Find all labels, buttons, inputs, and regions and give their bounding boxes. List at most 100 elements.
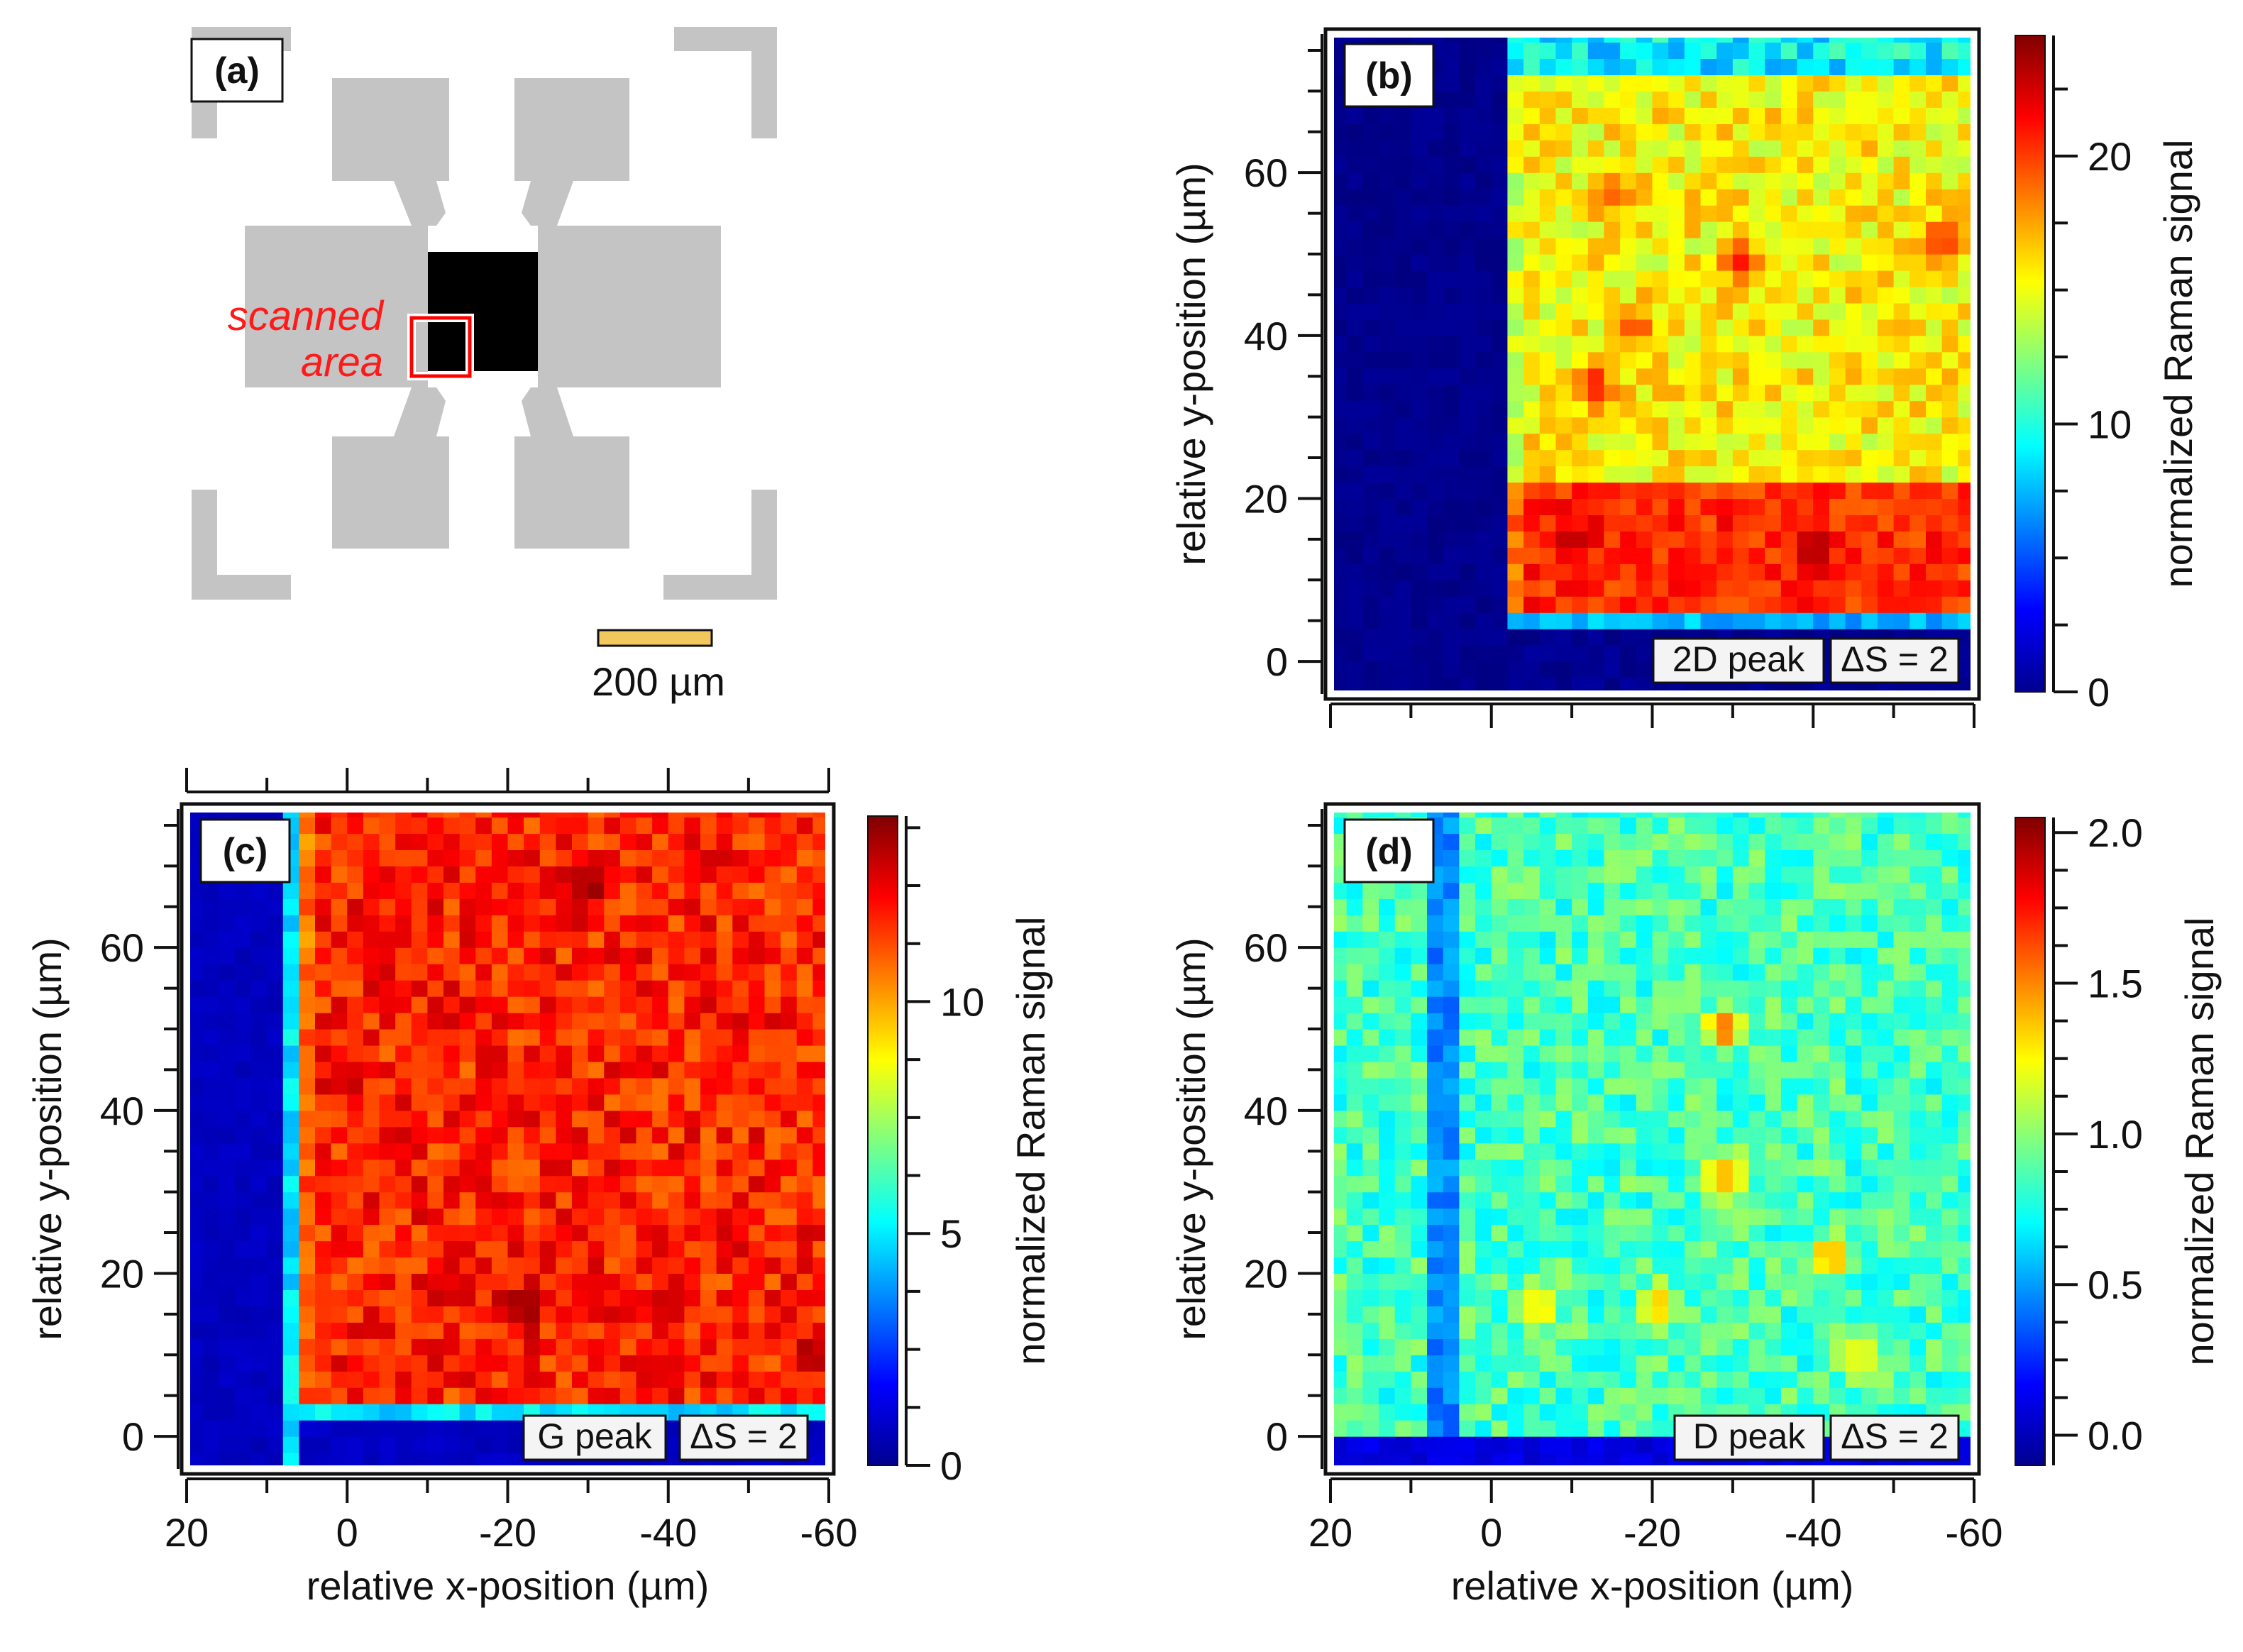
heatmap-cell: [652, 915, 669, 932]
heatmap-cell: [507, 1257, 524, 1274]
heatmap-cell: [619, 817, 637, 835]
heatmap-cell: [604, 931, 621, 948]
heatmap-cell: [331, 1371, 348, 1388]
heatmap-cell: [1555, 678, 1572, 695]
heatmap-cell: [411, 1404, 428, 1421]
heatmap-cell: [1700, 1289, 1717, 1306]
heatmap-cell: [1684, 449, 1702, 467]
heatmap-cell: [1765, 75, 1782, 92]
heatmap-cell: [668, 1289, 685, 1306]
heatmap-cell: [1379, 351, 1396, 369]
heatmap-cell: [1716, 514, 1734, 532]
heatmap-cell: [1523, 400, 1541, 418]
heatmap-cell: [668, 980, 685, 997]
heatmap-cell: [1427, 1387, 1444, 1404]
heatmap-cell: [1716, 1029, 1734, 1046]
heatmap-cell: [1958, 238, 1975, 255]
heatmap-cell: [539, 1013, 556, 1030]
heatmap-cell: [1813, 140, 1830, 157]
heatmap-cell: [1829, 351, 1846, 369]
heatmap-cell: [475, 1126, 492, 1144]
heatmap-cell: [282, 1208, 299, 1226]
heatmap-cell: [1700, 1355, 1717, 1372]
heatmap-cell: [1523, 866, 1541, 883]
heatmap-cell: [1732, 964, 1750, 981]
heatmap-cell: [1475, 996, 1492, 1013]
heatmap-cell: [1748, 482, 1765, 500]
heatmap-cell: [1748, 205, 1765, 222]
heatmap-cell: [1732, 254, 1750, 271]
heatmap-cell: [1587, 849, 1605, 866]
heatmap-cell: [1362, 1045, 1379, 1062]
heatmap-cell: [219, 947, 236, 964]
heatmap-cell: [1652, 1094, 1669, 1111]
heatmap-cell: [1346, 1029, 1363, 1046]
heatmap-cell: [1636, 1420, 1653, 1437]
heatmap-cell: [395, 898, 412, 915]
y-tick-label: 20: [1244, 476, 1288, 521]
heatmap-cell: [1491, 661, 1509, 678]
heatmap-cell: [1716, 1142, 1734, 1160]
heatmap-cell: [234, 1159, 252, 1177]
heatmap-cell: [1716, 1224, 1734, 1242]
heatmap-cell: [1652, 107, 1669, 124]
heatmap-cell: [1604, 1029, 1621, 1046]
heatmap-cell: [1443, 1077, 1460, 1095]
heatmap-cell: [1491, 1029, 1509, 1046]
heatmap-cell: [1459, 335, 1476, 353]
heatmap-cell: [1716, 580, 1734, 597]
heatmap-cell: [1491, 1273, 1509, 1291]
heatmap-cell: [427, 931, 444, 948]
heatmap-cell: [1379, 898, 1396, 915]
heatmap-cell: [1748, 1273, 1765, 1291]
heatmap-cell: [1748, 498, 1765, 516]
heatmap-cell: [1700, 1159, 1717, 1177]
heatmap-cell: [1797, 1045, 1814, 1062]
heatmap-cell: [1620, 417, 1637, 434]
heatmap-cell: [1652, 42, 1669, 60]
heatmap-cell: [1732, 1387, 1750, 1404]
heatmap-cell: [1925, 563, 1943, 580]
heatmap-cell: [1684, 270, 1702, 287]
heatmap-cell: [1780, 1240, 1798, 1258]
heatmap-cell: [1780, 915, 1798, 932]
heatmap-cell: [299, 1191, 316, 1209]
heatmap-cell: [1507, 498, 1524, 516]
heatmap-cell: [1330, 1453, 1348, 1470]
heatmap-cell: [475, 1257, 492, 1274]
heatmap-cell: [1459, 270, 1476, 287]
heatmap-cell: [1700, 1094, 1717, 1111]
heatmap-cell: [1941, 254, 1958, 271]
heatmap-cell: [202, 882, 219, 899]
heatmap-cell: [619, 1110, 637, 1128]
heatmap-cell: [1555, 596, 1572, 613]
heatmap-cell: [187, 1289, 204, 1306]
heatmap-cell: [411, 1240, 428, 1258]
heatmap-cell: [1877, 335, 1895, 353]
heatmap-cell: [1861, 1029, 1878, 1046]
heatmap-cell: [1958, 335, 1975, 353]
heatmap-cell: [187, 833, 204, 851]
heatmap-cell: [1861, 833, 1878, 851]
heatmap-cell: [363, 1453, 380, 1470]
heatmap-cell: [1829, 931, 1846, 948]
heatmap-cell: [1587, 286, 1605, 304]
heatmap-cell: [1620, 482, 1637, 500]
heatmap-cell: [1539, 996, 1557, 1013]
heatmap-cell: [1587, 400, 1605, 418]
heatmap-cell: [1765, 58, 1782, 76]
heatmap-cell: [619, 947, 637, 964]
heatmap-cell: [716, 1077, 733, 1095]
heatmap-cell: [812, 947, 830, 964]
heatmap-cell: [1379, 270, 1396, 287]
heatmap-cell: [1475, 898, 1492, 915]
heatmap-cell: [1523, 547, 1541, 564]
heatmap-cell: [1555, 58, 1572, 76]
heatmap-cell: [1700, 368, 1717, 385]
heatmap-cell: [1379, 1224, 1396, 1242]
heatmap-cell: [1748, 514, 1765, 532]
heatmap-cell: [1861, 514, 1878, 532]
heatmap-cell: [1507, 661, 1524, 678]
heatmap-cell: [1572, 1013, 1589, 1030]
heatmap-cell: [1491, 1355, 1509, 1372]
